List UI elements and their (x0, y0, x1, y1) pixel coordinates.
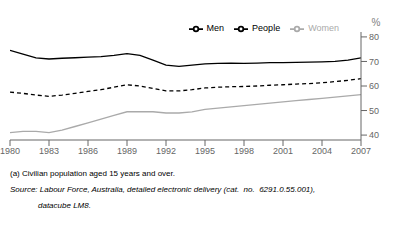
svg-text:%: % (372, 17, 381, 28)
svg-text:1980: 1980 (8, 146, 20, 156)
html-text:(a) Civilian population aged 1: (a) Civilian population aged 15 years an… (10, 169, 175, 178)
svg-text:1989: 1989 (117, 146, 137, 156)
svg-text:2004: 2004 (312, 146, 332, 156)
svg-text:1992: 1992 (156, 146, 176, 156)
svg-text:70: 70 (369, 57, 379, 67)
svg-text:1986: 1986 (78, 146, 98, 156)
svg-text:1983: 1983 (39, 146, 59, 156)
svg-text:80: 80 (369, 32, 379, 42)
html-text:People: People (252, 23, 281, 34)
html-text:datacube LM8.: datacube LM8. (38, 201, 91, 210)
html-text:Source: Labour Force, Australi: Source: Labour Force, Australia, detaile… (10, 185, 316, 194)
html-text:Men: Men (206, 23, 225, 34)
svg-text:2001: 2001 (273, 146, 293, 156)
svg-text:1998: 1998 (234, 146, 254, 156)
svg-text:2007: 2007 (351, 146, 371, 156)
svg-text:50: 50 (369, 106, 379, 116)
svg-text:40: 40 (369, 130, 379, 140)
svg-text:1995: 1995 (195, 146, 215, 156)
svg-text:60: 60 (369, 81, 379, 91)
html-text:Women: Women (308, 23, 339, 34)
